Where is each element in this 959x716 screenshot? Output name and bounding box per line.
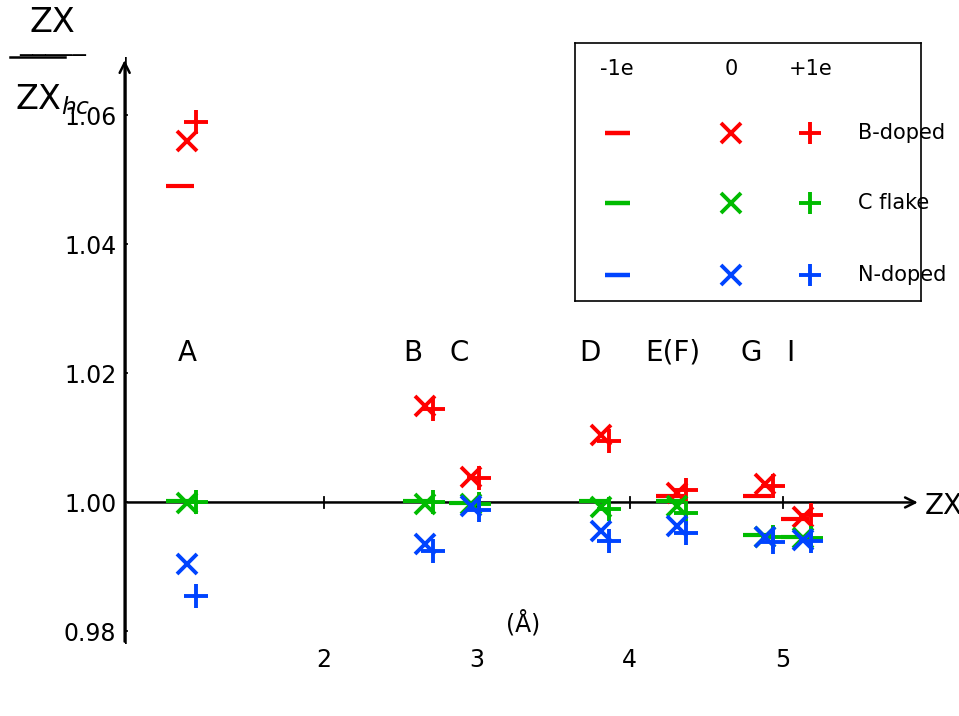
Text: N-doped: N-doped xyxy=(858,265,947,285)
Text: +1e: +1e xyxy=(788,59,832,79)
Text: -1e: -1e xyxy=(600,59,634,79)
Text: B-doped: B-doped xyxy=(858,123,946,143)
Text: G: G xyxy=(740,339,761,367)
Text: 4: 4 xyxy=(622,648,638,672)
Text: B: B xyxy=(404,339,422,367)
Text: E(F): E(F) xyxy=(645,339,700,367)
Text: I: I xyxy=(786,339,794,367)
Text: A: A xyxy=(178,339,198,367)
Text: ZX: ZX xyxy=(925,492,959,520)
Text: 3: 3 xyxy=(469,648,484,672)
Text: D: D xyxy=(579,339,600,367)
Text: 0: 0 xyxy=(724,59,737,79)
Text: C: C xyxy=(449,339,469,367)
Text: ZX$_{hc}$: ZX$_{hc}$ xyxy=(15,82,90,117)
Text: ─────: ───── xyxy=(19,47,86,67)
Text: 2: 2 xyxy=(316,648,331,672)
Text: 5: 5 xyxy=(775,648,790,672)
Text: C flake: C flake xyxy=(858,193,929,213)
Text: (Å): (Å) xyxy=(505,610,540,637)
Text: ZX: ZX xyxy=(30,6,76,39)
